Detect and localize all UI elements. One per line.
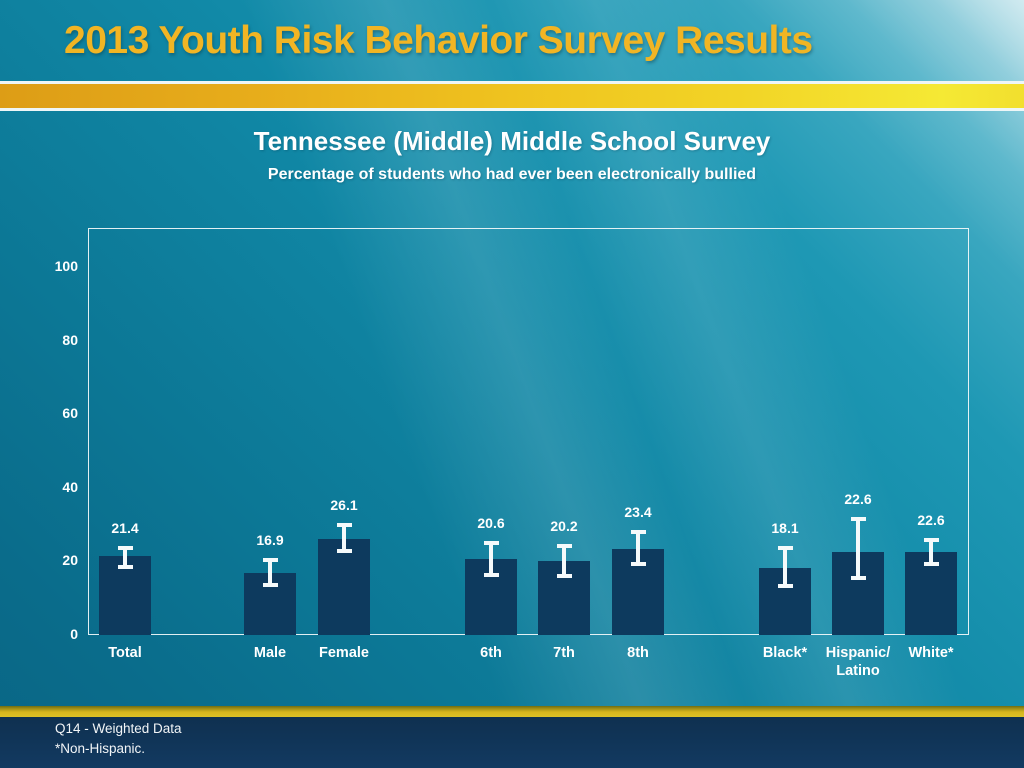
category-label: 7th [512, 644, 616, 662]
category-label-line: 8th [627, 645, 649, 661]
header-white-stripe-bottom [0, 108, 1024, 111]
error-bar-capb [777, 583, 793, 588]
bar-value-label: 21.4 [111, 519, 139, 536]
error-bar-stem [562, 543, 566, 578]
error-bar-capb [850, 576, 866, 581]
category-label: Total [73, 644, 177, 662]
category-label: Hispanic/Latino [806, 644, 910, 680]
error-bar [483, 541, 499, 577]
y-axis-tick-label: 40 [62, 478, 78, 495]
error-bar-capb [923, 561, 939, 566]
bar-value-label: 22.6 [917, 511, 945, 528]
category-label: Female [292, 644, 396, 662]
category-label: 6th [439, 644, 543, 662]
chart-title: Tennessee (Middle) Middle School Survey [253, 126, 771, 156]
category-label-line: Total [108, 645, 142, 661]
bar-value-label: 20.2 [550, 517, 578, 534]
error-bar-stem [636, 530, 640, 566]
error-bar-stem [123, 545, 127, 569]
error-bar-stem [783, 545, 787, 588]
error-bar-capb [117, 564, 133, 569]
bar [318, 538, 370, 635]
y-axis-tick-label: 0 [70, 626, 78, 642]
footer-bar: Q14 - Weighted Data *Non-Hispanic. [0, 717, 1024, 768]
footer-note-nonhispanic: *Non-Hispanic. [55, 741, 146, 756]
category-label-line: Latino [836, 663, 880, 679]
category-label-line: White* [908, 645, 954, 661]
error-bar [556, 543, 572, 578]
category-label-line: Male [253, 645, 287, 661]
error-bar [777, 545, 793, 588]
y-axis-tick-label: 60 [62, 405, 78, 422]
error-bar-stem [856, 516, 860, 581]
error-bar-capb [630, 561, 646, 566]
error-bar-stem [489, 541, 493, 577]
bar-value-label: 20.6 [477, 515, 505, 532]
y-axis-tick-label: 80 [62, 331, 78, 348]
y-axis-tick-label: 20 [62, 552, 78, 569]
plot-area [88, 228, 969, 635]
category-label-line: Black* [762, 645, 808, 661]
error-bar-stem [342, 523, 346, 553]
header-gold-band [0, 84, 1024, 108]
category-label-line: Female [319, 645, 369, 661]
category-label-line: 6th [480, 645, 502, 661]
bar-value-label: 23.4 [624, 504, 652, 521]
error-bar [336, 523, 352, 553]
bar-value-label: 16.9 [256, 531, 284, 548]
footer-note-weighted: Q14 - Weighted Data [55, 721, 182, 736]
error-bar [923, 537, 939, 566]
bar-value-label: 26.1 [330, 497, 358, 514]
error-bar [630, 530, 646, 566]
slide-header-title: 2013 Youth Risk Behavior Survey Results [64, 18, 813, 62]
error-bar [850, 516, 866, 581]
category-label: Black* [733, 644, 837, 662]
category-label: White* [879, 644, 983, 662]
bar [99, 556, 151, 635]
error-bar-capb [262, 583, 278, 588]
bar-value-label: 18.1 [771, 519, 799, 536]
y-axis-tick-label: 100 [54, 258, 78, 274]
slide-header: 2013 Youth Risk Behavior Survey Results [0, 0, 1024, 81]
category-label: 8th [586, 644, 690, 662]
category-label-line: 7th [553, 645, 575, 661]
header-white-stripe-top [0, 81, 1024, 84]
bar-value-label: 22.6 [844, 490, 872, 507]
error-bar-capb [336, 548, 352, 553]
error-bar [117, 545, 133, 569]
category-label: Male [218, 644, 322, 662]
chart-subtitle: Percentage of students who had ever been… [267, 166, 757, 183]
footer-notes: Q14 - Weighted Data *Non-Hispanic. [55, 719, 182, 759]
footer-gold-bar [0, 706, 1024, 717]
error-bar-stem [929, 537, 933, 566]
category-label-line: Hispanic/ [825, 645, 891, 661]
error-bar-capb [556, 573, 572, 578]
error-bar-capb [483, 572, 499, 577]
error-bar-stem [268, 557, 272, 588]
error-bar [262, 557, 278, 588]
